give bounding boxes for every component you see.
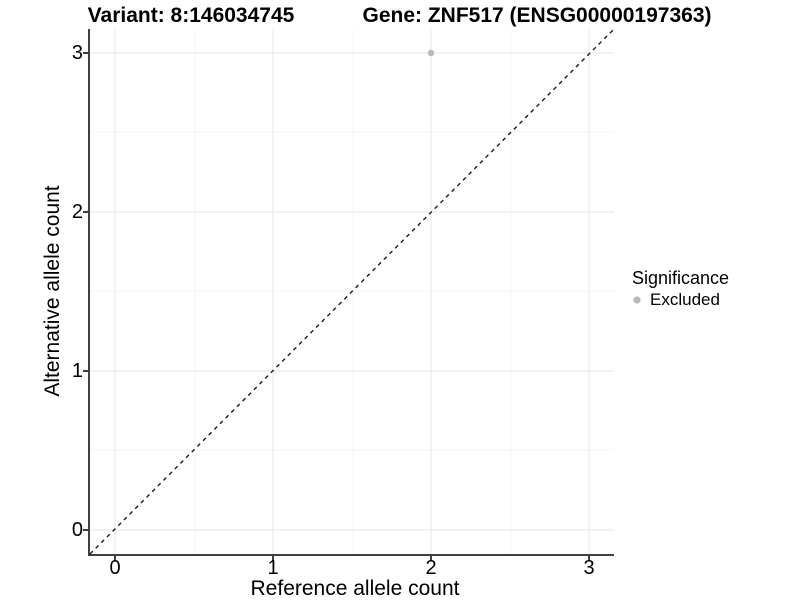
y-tick-mark-0	[83, 529, 88, 531]
data-point-excluded	[427, 49, 435, 57]
x-tick-mark-2	[430, 556, 432, 561]
y-tick-mark-1	[83, 370, 88, 372]
y-tick-mark-2	[83, 211, 88, 213]
y-tick-label-0: 0	[71, 519, 83, 541]
major-gridlines	[90, 29, 614, 554]
x-tick-label-1: 1	[267, 557, 279, 579]
plot-title-gene: Gene: ZNF517 (ENSG00000197363)	[362, 4, 712, 27]
x-tick-mark-3	[588, 556, 590, 561]
identity-line	[89, 28, 615, 555]
y-tick-mark-3	[83, 52, 88, 54]
legend-item-label: Excluded	[650, 290, 720, 309]
x-tick-label-0: 0	[109, 557, 121, 579]
y-tick-label-1: 1	[71, 360, 83, 382]
y-tick-label-2: 2	[71, 201, 83, 223]
y-axis-title: Alternative allele count	[41, 185, 64, 397]
legend-item-excluded: Excluded	[632, 290, 729, 310]
x-axis-title: Reference allele count	[250, 577, 460, 600]
x-tick-mark-1	[272, 556, 274, 561]
plot-title-variant: Variant: 8:146034745	[87, 4, 295, 27]
legend-point-icon	[632, 295, 650, 305]
plot-canvas	[89, 28, 615, 555]
plot-panel	[88, 28, 615, 556]
legend-title: Significance	[632, 268, 730, 288]
legend: Significance Excluded	[632, 267, 729, 310]
x-tick-label-3: 3	[583, 557, 595, 579]
y-tick-label-3: 3	[71, 42, 83, 64]
x-tick-label-2: 2	[425, 557, 437, 579]
x-tick-mark-0	[114, 556, 116, 561]
